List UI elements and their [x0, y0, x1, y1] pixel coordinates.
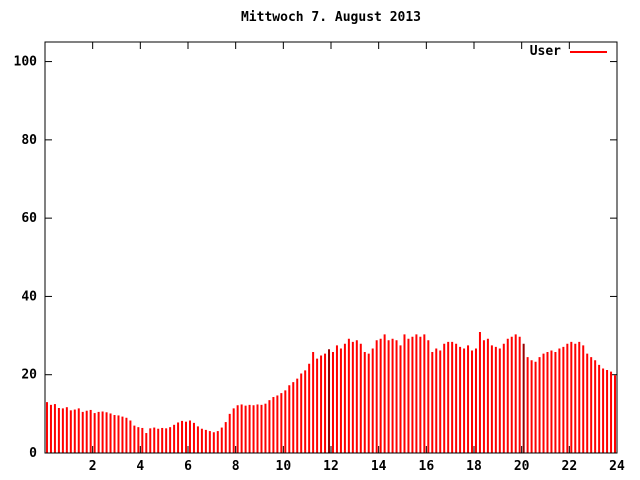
x-tick-label: 8	[232, 459, 240, 474]
x-tick-label: 10	[276, 459, 292, 474]
y-tick-label: 60	[21, 211, 37, 226]
x-tick-label: 20	[514, 459, 530, 474]
x-tick-label: 4	[136, 459, 144, 474]
x-tick-label: 6	[184, 459, 192, 474]
x-tick-label: 14	[371, 459, 387, 474]
x-tick-label: 12	[323, 459, 339, 474]
y-tick-label: 100	[14, 55, 38, 70]
x-tick-label: 2	[89, 459, 97, 474]
x-tick-label: 24	[609, 459, 625, 474]
legend-line-sample	[570, 50, 607, 53]
legend: User	[530, 45, 607, 58]
chart-title: Mittwoch 7. August 2013	[240, 10, 421, 25]
legend-label: User	[529, 44, 561, 59]
y-tick-label: 80	[21, 133, 37, 148]
plot-border	[44, 41, 618, 454]
x-tick-label: 16	[419, 459, 435, 474]
y-tick-label: 40	[21, 289, 37, 304]
x-tick-label: 18	[466, 459, 482, 474]
y-tick-label: 20	[21, 368, 37, 383]
x-tick-label: 22	[562, 459, 578, 474]
y-tick-label: 0	[29, 446, 37, 461]
